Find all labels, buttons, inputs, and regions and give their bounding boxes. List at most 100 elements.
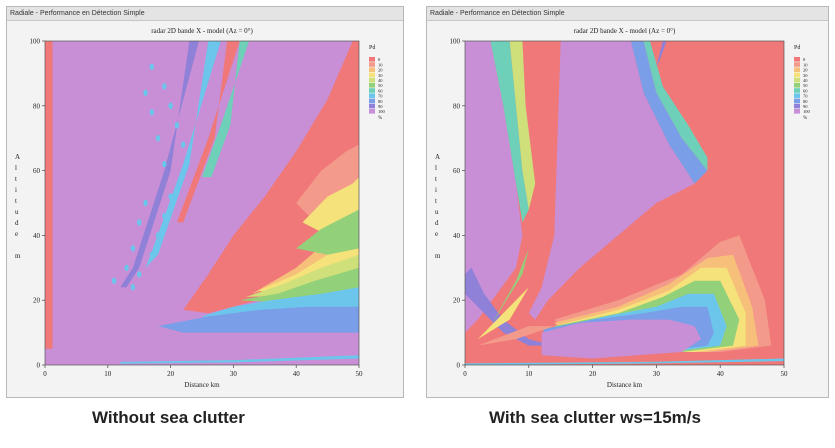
legend-swatch xyxy=(794,103,800,109)
plot-frame xyxy=(464,40,785,366)
y-tick-label: 80 xyxy=(453,102,461,110)
legend-label: 90 xyxy=(378,104,383,109)
legend-label: 60 xyxy=(803,88,808,93)
window-title: Radiale - Performance en Détection Simpl… xyxy=(7,7,403,21)
interference-dot xyxy=(124,264,129,271)
legend-swatch xyxy=(369,72,375,78)
lobe-band xyxy=(120,41,199,288)
y-tick-label: 60 xyxy=(453,167,461,175)
y-tick-label: 100 xyxy=(30,38,41,46)
legend-swatch xyxy=(369,62,375,67)
heatmap-field xyxy=(465,41,784,365)
y-tick-label: 20 xyxy=(33,297,41,305)
lobe-band xyxy=(202,41,250,178)
chart-window-right: Radiale - Performance en Détection Simpl… xyxy=(426,6,829,398)
interference-dot xyxy=(174,122,180,129)
legend-swatch xyxy=(369,98,375,104)
x-tick-label: 20 xyxy=(167,370,175,378)
legend-swatch xyxy=(369,83,375,88)
legend-label: 30 xyxy=(378,73,383,78)
legend-swatch xyxy=(369,103,375,109)
legend-swatch xyxy=(794,62,800,67)
pd-contour-band xyxy=(158,306,359,333)
x-axis-label: Distance km xyxy=(184,381,220,389)
legend-unit: % xyxy=(803,116,807,121)
pd-contour-band xyxy=(541,319,702,359)
y-tick-label: 80 xyxy=(33,102,41,110)
chart-title: radar 2D bande X - model (Az = 0°) xyxy=(574,27,676,35)
legend-label: 70 xyxy=(803,94,808,99)
legend-swatch xyxy=(794,67,800,72)
legend-swatch xyxy=(794,83,800,88)
legend-swatch xyxy=(369,93,375,98)
x-tick-label: 50 xyxy=(781,370,789,378)
legend-label: 70 xyxy=(378,94,383,99)
legend-label: 60 xyxy=(378,88,383,93)
legend-label: 90 xyxy=(803,104,808,109)
legend-swatch xyxy=(794,93,800,98)
lobe-region xyxy=(465,267,555,346)
interference-dot xyxy=(137,219,142,226)
lobe-band xyxy=(643,41,708,171)
interference-dot xyxy=(155,135,161,142)
legend-swatch xyxy=(794,109,800,114)
legend-swatch xyxy=(369,77,375,83)
legend-label: 40 xyxy=(803,78,808,83)
lobe-band xyxy=(145,41,221,268)
x-tick-label: 0 xyxy=(463,370,467,378)
legend-label: 80 xyxy=(378,99,383,104)
lobe-band xyxy=(176,41,240,223)
x-tick-label: 30 xyxy=(653,370,661,378)
y-tick-label: 20 xyxy=(453,297,461,305)
legend-swatch xyxy=(794,77,800,83)
lobe-band xyxy=(630,41,708,184)
x-axis-label: Distance km xyxy=(607,381,643,389)
lobe-region xyxy=(509,41,536,210)
interference-dot xyxy=(184,160,189,168)
legend-swatch xyxy=(794,88,800,93)
window-title: Radiale - Performance en Détection Simpl… xyxy=(427,7,828,21)
legend-label: 10 xyxy=(378,62,383,67)
y-tick-label: 60 xyxy=(33,167,41,175)
plot-frame xyxy=(44,40,360,366)
legend-label: 20 xyxy=(378,68,383,73)
interference-dot xyxy=(180,141,186,148)
legend-label: 80 xyxy=(803,99,808,104)
interference-dot xyxy=(162,83,167,90)
chart-svg: radar 2D bande X - model (Az = 0°)0 10 20 3… xyxy=(15,27,386,389)
pd-contour-band xyxy=(296,209,359,255)
interference-dot xyxy=(149,109,154,116)
x-tick-label: 50 xyxy=(356,370,364,378)
near-range-strip xyxy=(45,41,53,349)
x-tick-label: 40 xyxy=(293,370,301,378)
y-tick-label: 0 xyxy=(457,362,461,370)
interference-dot xyxy=(137,271,142,278)
caption-left: Without sea clutter xyxy=(92,408,245,427)
interference-dot xyxy=(149,251,154,259)
plot-area: radar 2D bande X - model (Az = 0°) 0 10 20 3… xyxy=(427,21,828,397)
lobe-region xyxy=(465,41,523,333)
interference-dot xyxy=(155,232,161,239)
interference-dot xyxy=(130,284,136,291)
chart-svg: radar 2D bande X - model (Az = 0°)0 10 20 3… xyxy=(435,27,811,389)
interference-dot xyxy=(168,102,173,110)
legend-label: 20 xyxy=(803,68,808,73)
legend-label: 100 xyxy=(378,109,386,114)
heatmap-field xyxy=(45,41,359,365)
interference-dot xyxy=(162,160,167,168)
interference-dot xyxy=(111,277,117,284)
y-tick-label: 100 xyxy=(450,38,461,46)
interference-dot xyxy=(162,212,167,220)
y-tick-label: 0 xyxy=(37,362,41,370)
legend-title: Pd xyxy=(369,45,375,51)
lobe-region xyxy=(490,41,529,223)
interference-dot xyxy=(143,89,148,97)
legend-label: 10 xyxy=(803,62,808,67)
chart-title: radar 2D bande X - model (Az = 0°) xyxy=(151,27,253,35)
legend-label: 40 xyxy=(378,78,383,83)
legend-swatch xyxy=(794,98,800,104)
legend-title: Pd xyxy=(794,45,800,51)
interference-dot xyxy=(168,193,173,200)
